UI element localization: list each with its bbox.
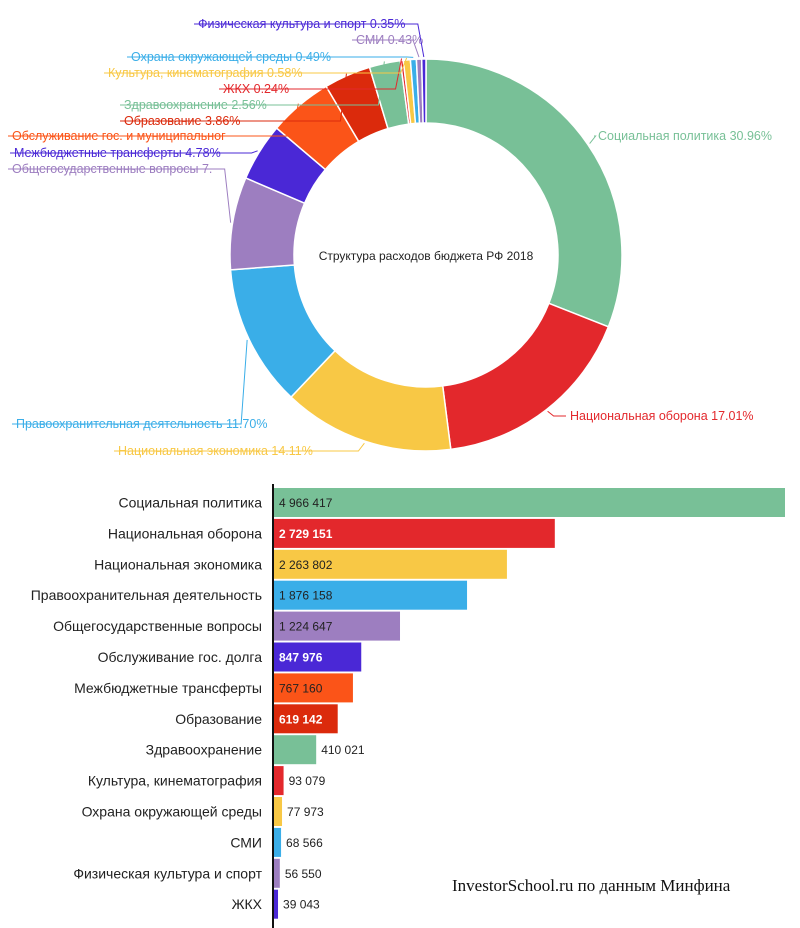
donut-leader-line [194,23,425,58]
bar-chart: Социальная политика 4 966 417 Национальная… [31,484,785,928]
donut-slice-label: Охрана окружающей среды 0.49% [131,50,331,64]
donut-slice-label: Межбюджетные трансферты 4.78% [14,146,221,160]
bar [274,580,468,610]
bar [274,858,280,888]
donut-slice [441,302,610,451]
donut-leader-line [12,339,248,425]
bar [274,827,282,857]
donut-slice [425,58,623,328]
bar-category-label: Образование [175,711,262,727]
bar-category-label: СМИ [230,834,262,850]
bar [274,797,283,826]
bar-category-label: Общегосударственные вопросы [53,618,262,634]
bar [274,766,284,796]
bar [274,642,362,672]
bar [274,889,279,919]
bar-value-label: 93 079 [289,774,326,788]
bar-category-label: Физическая культура и спорт [73,865,262,881]
donut-slice-label: Национальная экономика 14.11% [118,444,313,458]
bar [274,549,507,579]
bar-category-label: Культура, кинематография [88,773,262,789]
donut-leader-line [352,39,420,58]
donut-slice-label: Культура, кинематография 0.58% [108,66,302,80]
bar [274,518,555,548]
bar [274,488,785,517]
donut-leader-line [104,57,408,74]
bar-value-label: 619 142 [279,712,323,726]
bar [274,735,317,765]
donut-leader-line [8,168,232,223]
bar-value-label: 68 566 [286,836,323,850]
bar-value-label: 1 224 647 [279,620,333,634]
donut-slice-label: Социальная политика 30.96% [598,129,772,143]
donut-leader-line [589,135,597,144]
bar-category-label: Национальная оборона [108,525,262,541]
bar [274,673,353,703]
bar-value-label: 4 966 417 [279,496,333,510]
bar-value-label: 2 729 151 [279,527,333,541]
donut-slice-label: Здравоохранение 2.56% [124,98,267,112]
bar-value-label: 847 976 [279,651,323,665]
bar-category-label: Социальная политика [119,495,263,511]
donut-chart: Социальная политика 30.96% Национальная о… [8,17,772,458]
donut-slice-label: ЖКХ 0.24% [223,82,289,96]
source-watermark: InvestorSchool.ru по данным Минфина [452,876,731,895]
bar-category-label: Межбюджетные трансферты [74,680,262,696]
bar-category-label: Охрана окружающей среды [82,804,262,820]
donut-slice-label: Правоохранительная деятельность 11.70% [16,417,267,431]
donut-slice-label: Физическая культура и спорт 0.35% [198,17,405,31]
donut-slice-label: Национальная оборона 17.01% [570,409,754,423]
bar-value-label: 1 876 158 [279,589,333,603]
bar-category-label: Обслуживание гос. долга [98,649,263,665]
donut-title: Структура расходов бюджета РФ 2018 [319,249,534,263]
donut-slice-label: СМИ 0.43% [356,33,423,47]
donut-slice-label: Общегосударственные вопросы 7. [12,162,212,176]
bar [274,611,401,641]
donut-slice-label: Обслуживание гос. и муниципальног [12,129,226,143]
bar-value-label: 39 043 [283,898,320,912]
bar-category-label: Правоохранительная деятельность [31,587,262,603]
donut-leader-line [547,410,566,417]
donut-slice [420,58,427,124]
bar-category-label: ЖКХ [232,896,263,912]
bar-value-label: 767 160 [279,681,323,695]
donut-leader-line [10,150,258,154]
donut-leader-line [8,103,299,137]
bar-category-label: Здравоохранение [146,742,263,758]
bar-value-label: 2 263 802 [279,558,333,572]
donut-leader-line [120,61,385,106]
bar-value-label: 410 021 [321,743,365,757]
bar-value-label: 56 550 [285,867,322,881]
donut-leader-line [219,58,403,90]
donut-leader-line [114,442,365,452]
bar [274,704,338,734]
bar-category-label: Национальная экономика [94,556,262,572]
bar-value-label: 77 973 [287,805,324,819]
donut-slice-label: Образование 3.86% [124,114,240,128]
